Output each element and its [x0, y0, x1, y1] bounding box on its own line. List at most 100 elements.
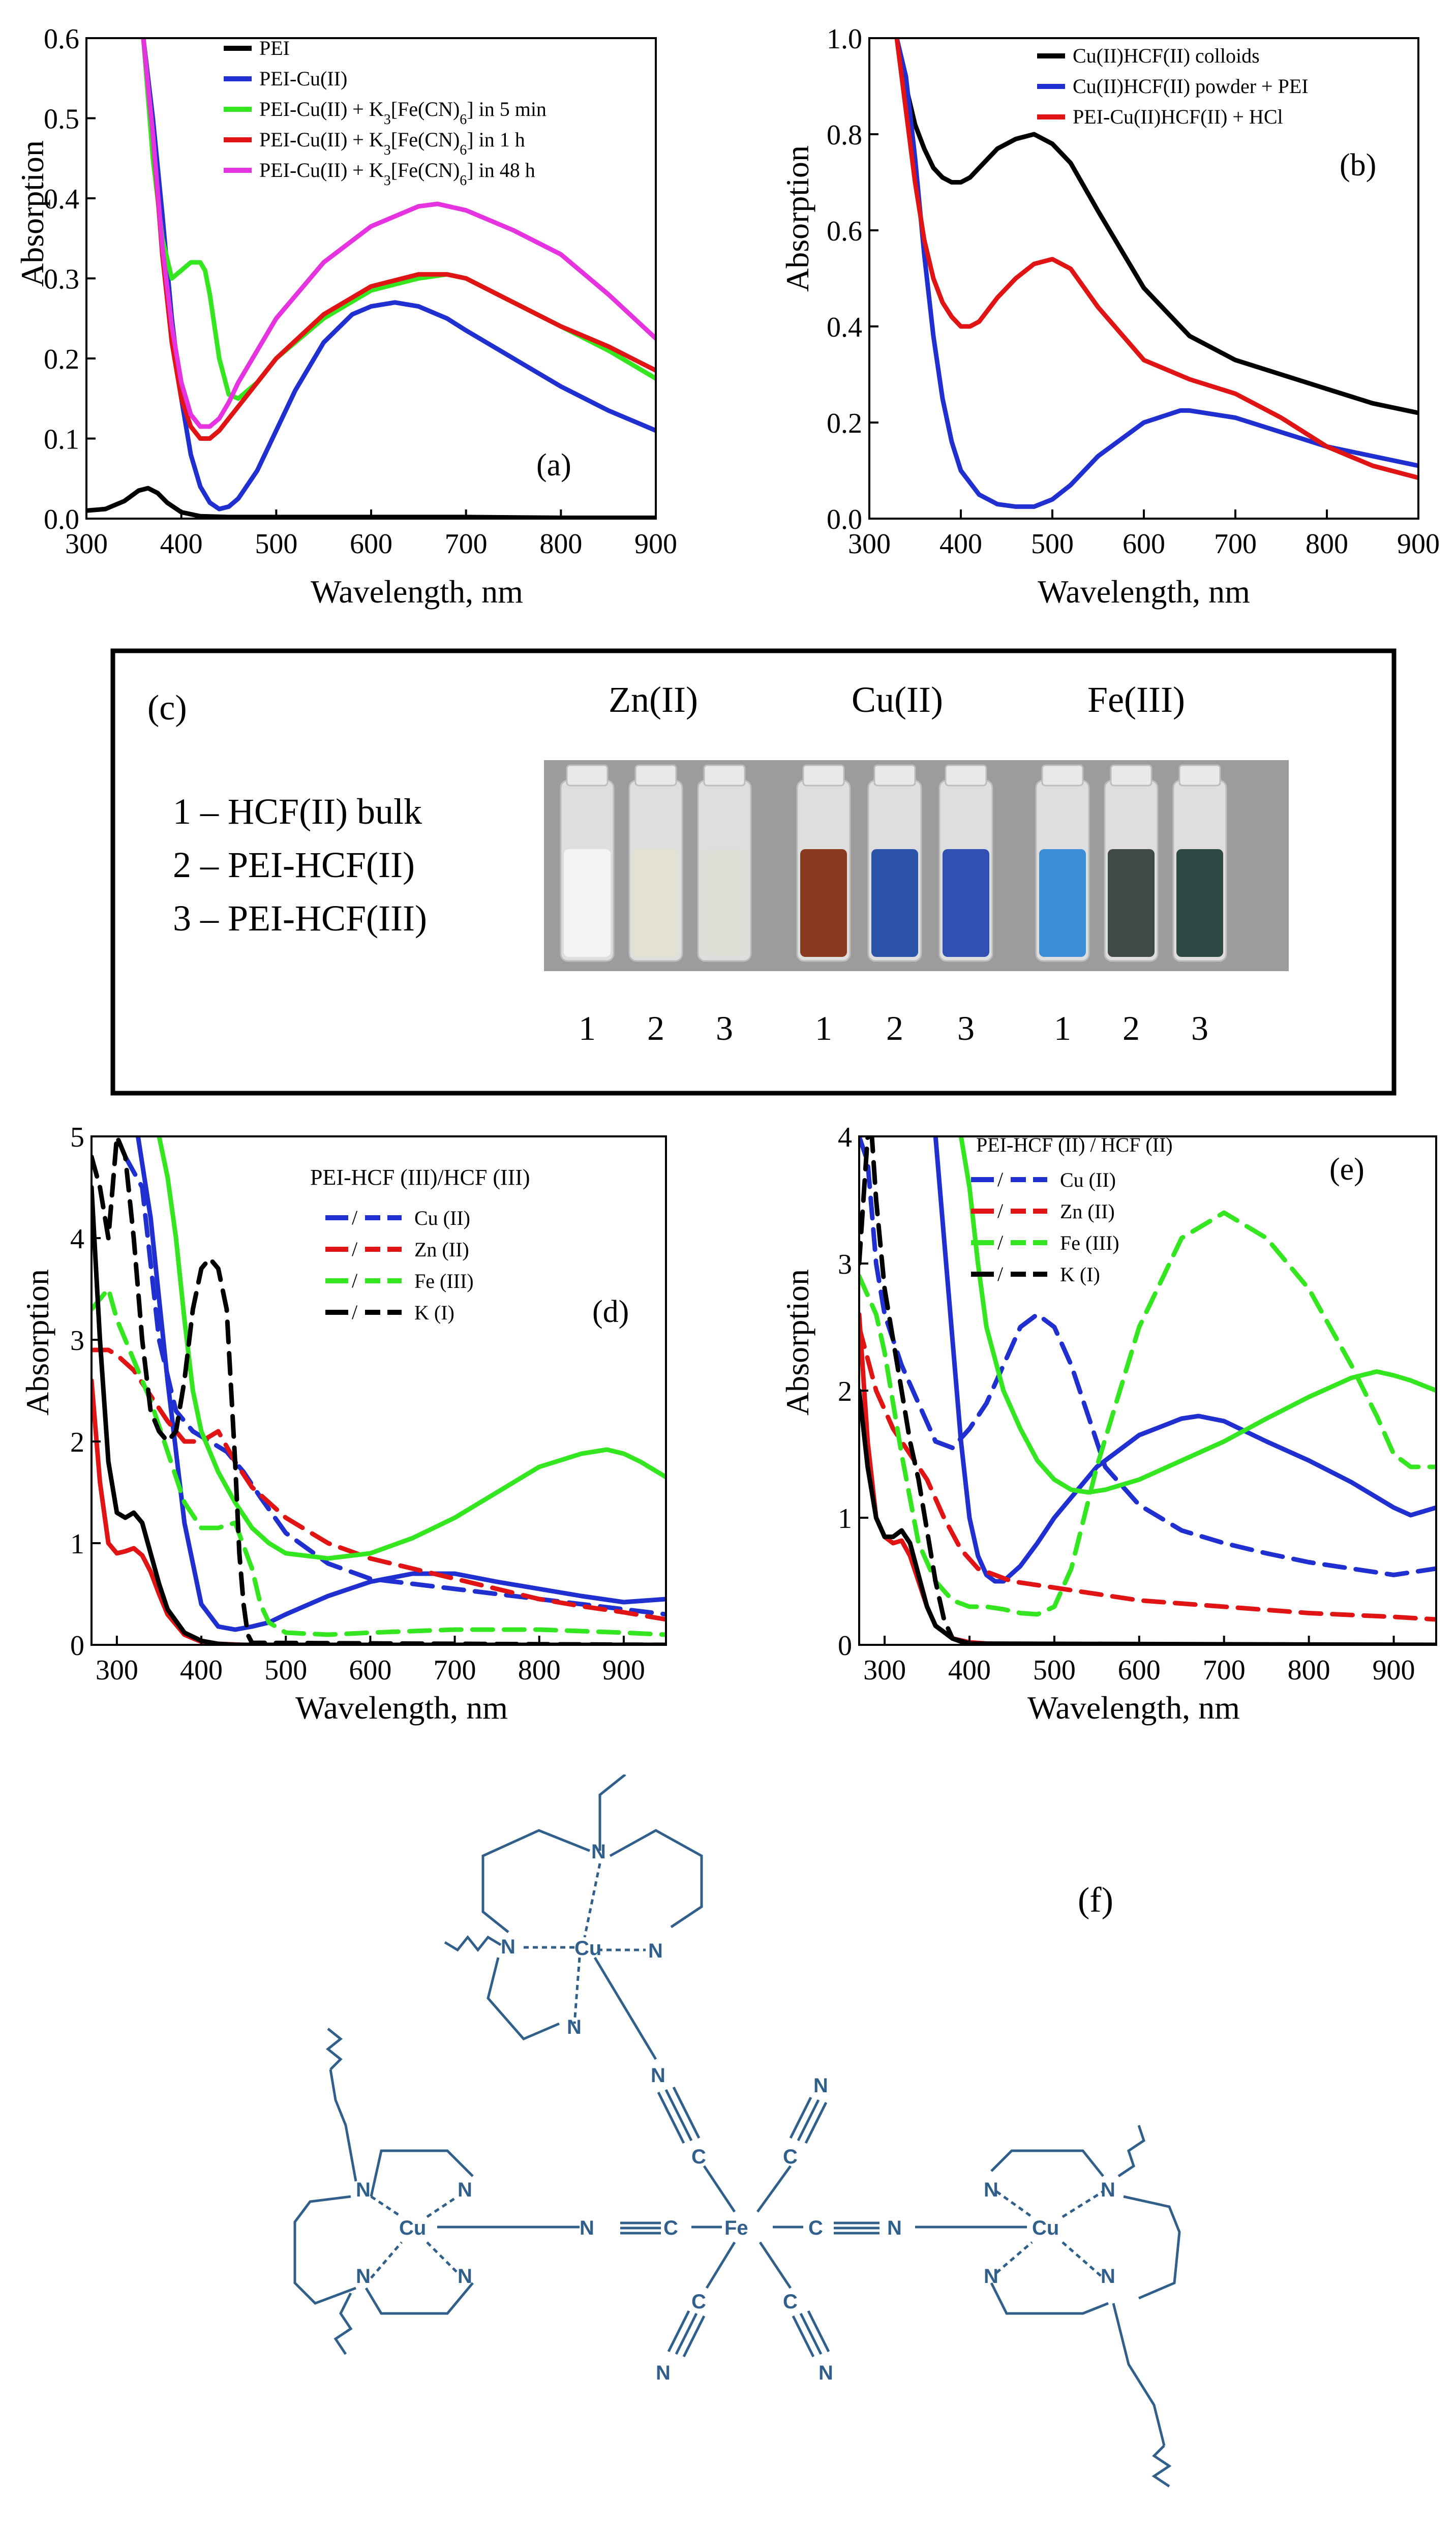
legend-d-rows-label-0: Cu (II) [414, 1207, 470, 1229]
y-tick-label-b-2: 0.4 [827, 312, 862, 343]
x-tick-label-b-1: 400 [939, 528, 982, 560]
x-tick-label-d-4: 700 [434, 1655, 476, 1686]
vial-cap-1 [634, 764, 677, 787]
top-cu-ring-bonds-3 [487, 1957, 560, 2041]
vial-7 [1104, 764, 1159, 962]
atom-cu-left: Cu [399, 2217, 426, 2239]
top-cu-dash-4 [573, 1957, 581, 2024]
legend-d-rows-slash-2: / [352, 1269, 358, 1292]
y-tick-label-b-4: 0.8 [827, 119, 862, 151]
vial-cap-8 [1178, 764, 1221, 787]
x-tick-label-a-2: 500 [255, 528, 297, 560]
fe-c-ll [705, 2241, 736, 2289]
atom-cu-right: Cu [1032, 2217, 1059, 2239]
fe-c-lr [759, 2241, 792, 2289]
sample-legend-1: 1 – HCF(II) bulk [173, 791, 422, 832]
legend-e-rows-slash-0: / [997, 1168, 1004, 1191]
plot-frame-d [90, 1135, 667, 1646]
atom-n-left: N [580, 2217, 594, 2239]
vial-cap-6 [1041, 764, 1084, 787]
chart-d: 300 400 500 600 700 800 900 0 1 2 3 4 5 Absorption W… [19, 1122, 667, 1726]
y-tick-label-d-2: 2 [70, 1427, 84, 1458]
plot-area-a: 300 400 500 600 700 800 900 0.0 0.1 0.2 0.3 0.4 0.5 0… [44, 23, 677, 560]
y-tick-label-a-2: 0.2 [44, 344, 79, 375]
vial-number-0: 1 [579, 1009, 596, 1047]
series-line-a-4 [141, 38, 656, 429]
vial-liquid-8 [1176, 849, 1223, 957]
legend-a: PEI PEI-Cu(II) PEI-Cu(II) + K3[Fe(CN)6] … [224, 37, 547, 189]
vial-number-2: 3 [716, 1009, 733, 1047]
vial-liquid-0 [564, 849, 611, 957]
x-tick-label-a-6: 900 [634, 528, 677, 560]
atom-c-ll: C [691, 2291, 706, 2313]
right-cu-dash-1 [995, 2190, 1033, 2218]
top-cu-dash-1 [583, 1863, 601, 1938]
right-cu-ring [990, 2149, 1104, 2177]
vial-8 [1172, 764, 1227, 962]
vial-2 [697, 764, 752, 962]
top-cu-arm [598, 1775, 626, 1851]
legend-e-title: PEI-HCF (II) / HCF (II) [976, 1133, 1173, 1156]
series-line-e-3 [859, 1325, 1436, 1622]
y-axis-label-b: Absorption [779, 145, 815, 292]
atom-n-left-4: N [458, 2265, 472, 2288]
atom-n-ll: N [656, 2362, 671, 2384]
left-cu-ring-2 [370, 2149, 474, 2197]
plot-area-d: 300 400 500 600 700 800 900 0 1 2 3 4 5 [70, 1122, 667, 1686]
y-tick-label-a-3: 0.3 [44, 264, 79, 295]
x-tick-label-e-2: 500 [1033, 1655, 1076, 1686]
x-axis-label-a: Wavelength, nm [311, 574, 523, 610]
legend-b-hcl: PEI-Cu(II)HCF(II) + HCl [1073, 105, 1283, 128]
group-label-zn: Zn(II) [609, 679, 698, 720]
legend-d-rows-slash-1: / [352, 1238, 358, 1260]
vial-number-row: 1 2 3 1 2 3 1 2 3 [579, 1009, 1208, 1047]
atom-n-left-2: N [458, 2179, 472, 2201]
atom-c-lr: C [783, 2291, 798, 2313]
right-cu-dash-4 [1061, 2241, 1104, 2279]
legend-d-rows: / Cu (II) / Zn (II) / Fe (III) / K (I) [325, 1206, 474, 1324]
plot-area-e: 300 400 500 600 700 800 900 0 1 2 3 4 [838, 1122, 1437, 1686]
plot-frame-e [858, 1135, 1437, 1646]
top-n-c-triple-c [657, 2091, 685, 2144]
vial-1 [628, 764, 683, 962]
y-tick-label-d-1: 1 [70, 1528, 84, 1560]
legend-e-rows-slash-2: / [997, 1231, 1004, 1254]
series-line-a-2 [141, 38, 656, 401]
legend-e-rows-slash-1: / [997, 1199, 1004, 1222]
left-cu-dash-1 [370, 2195, 403, 2218]
x-tick-label-b-4: 700 [1214, 528, 1257, 560]
fe-c-lr-triple-c [792, 2315, 815, 2358]
vial-number-3: 1 [815, 1009, 832, 1047]
x-tick-label-e-0: 300 [863, 1655, 906, 1686]
legend-a-1h: PEI-Cu(II) + K3[Fe(CN)6] in 1 h [259, 128, 525, 158]
vial-liquid-1 [632, 849, 679, 957]
fe-c-lr-triple [799, 2312, 823, 2355]
sample-legend-2: 2 – PEI-HCF(II) [173, 845, 415, 885]
series-group-e [859, 1136, 1436, 1645]
x-tick-label-e-1: 400 [948, 1655, 991, 1686]
vial-liquid-2 [701, 849, 748, 957]
legend-a-cu: PEI-Cu(II) [259, 67, 347, 90]
legend-d-rows-label-1: Zn (II) [414, 1238, 469, 1261]
y-tick-label-b-0: 0.0 [827, 504, 862, 535]
series-group-b [894, 38, 1418, 509]
x-tick-label-d-5: 800 [518, 1655, 561, 1686]
atom-c-ur: C [783, 2146, 798, 2168]
left-cu-arm [329, 2069, 357, 2182]
series-line-e-1 [859, 1136, 1436, 1577]
series-line-e-0 [933, 1136, 1436, 1584]
x-tick-label-d-2: 500 [264, 1655, 307, 1686]
atom-n-right-1: N [984, 2179, 998, 2201]
atom-n-top-3: N [648, 1940, 663, 1962]
x-tick-label-b-5: 800 [1306, 528, 1348, 560]
fe-c-ur-triple-c [789, 2096, 812, 2139]
top-n-c-triple [664, 2089, 693, 2142]
fe-c-ur-triple [797, 2099, 820, 2142]
legend-e-rows-label-0: Cu (II) [1060, 1168, 1116, 1191]
y-tick-label-d-5: 5 [70, 1122, 84, 1153]
y-axis-label-d: Absorption [19, 1269, 55, 1416]
top-n-c-triple-b [672, 2086, 701, 2139]
chart-a: 300 400 500 600 700 800 900 0.0 0.1 0.2 0.3 0.4 0.5 0… [14, 23, 677, 610]
vial-liquid-7 [1108, 849, 1155, 957]
atom-n-lr: N [818, 2362, 833, 2384]
